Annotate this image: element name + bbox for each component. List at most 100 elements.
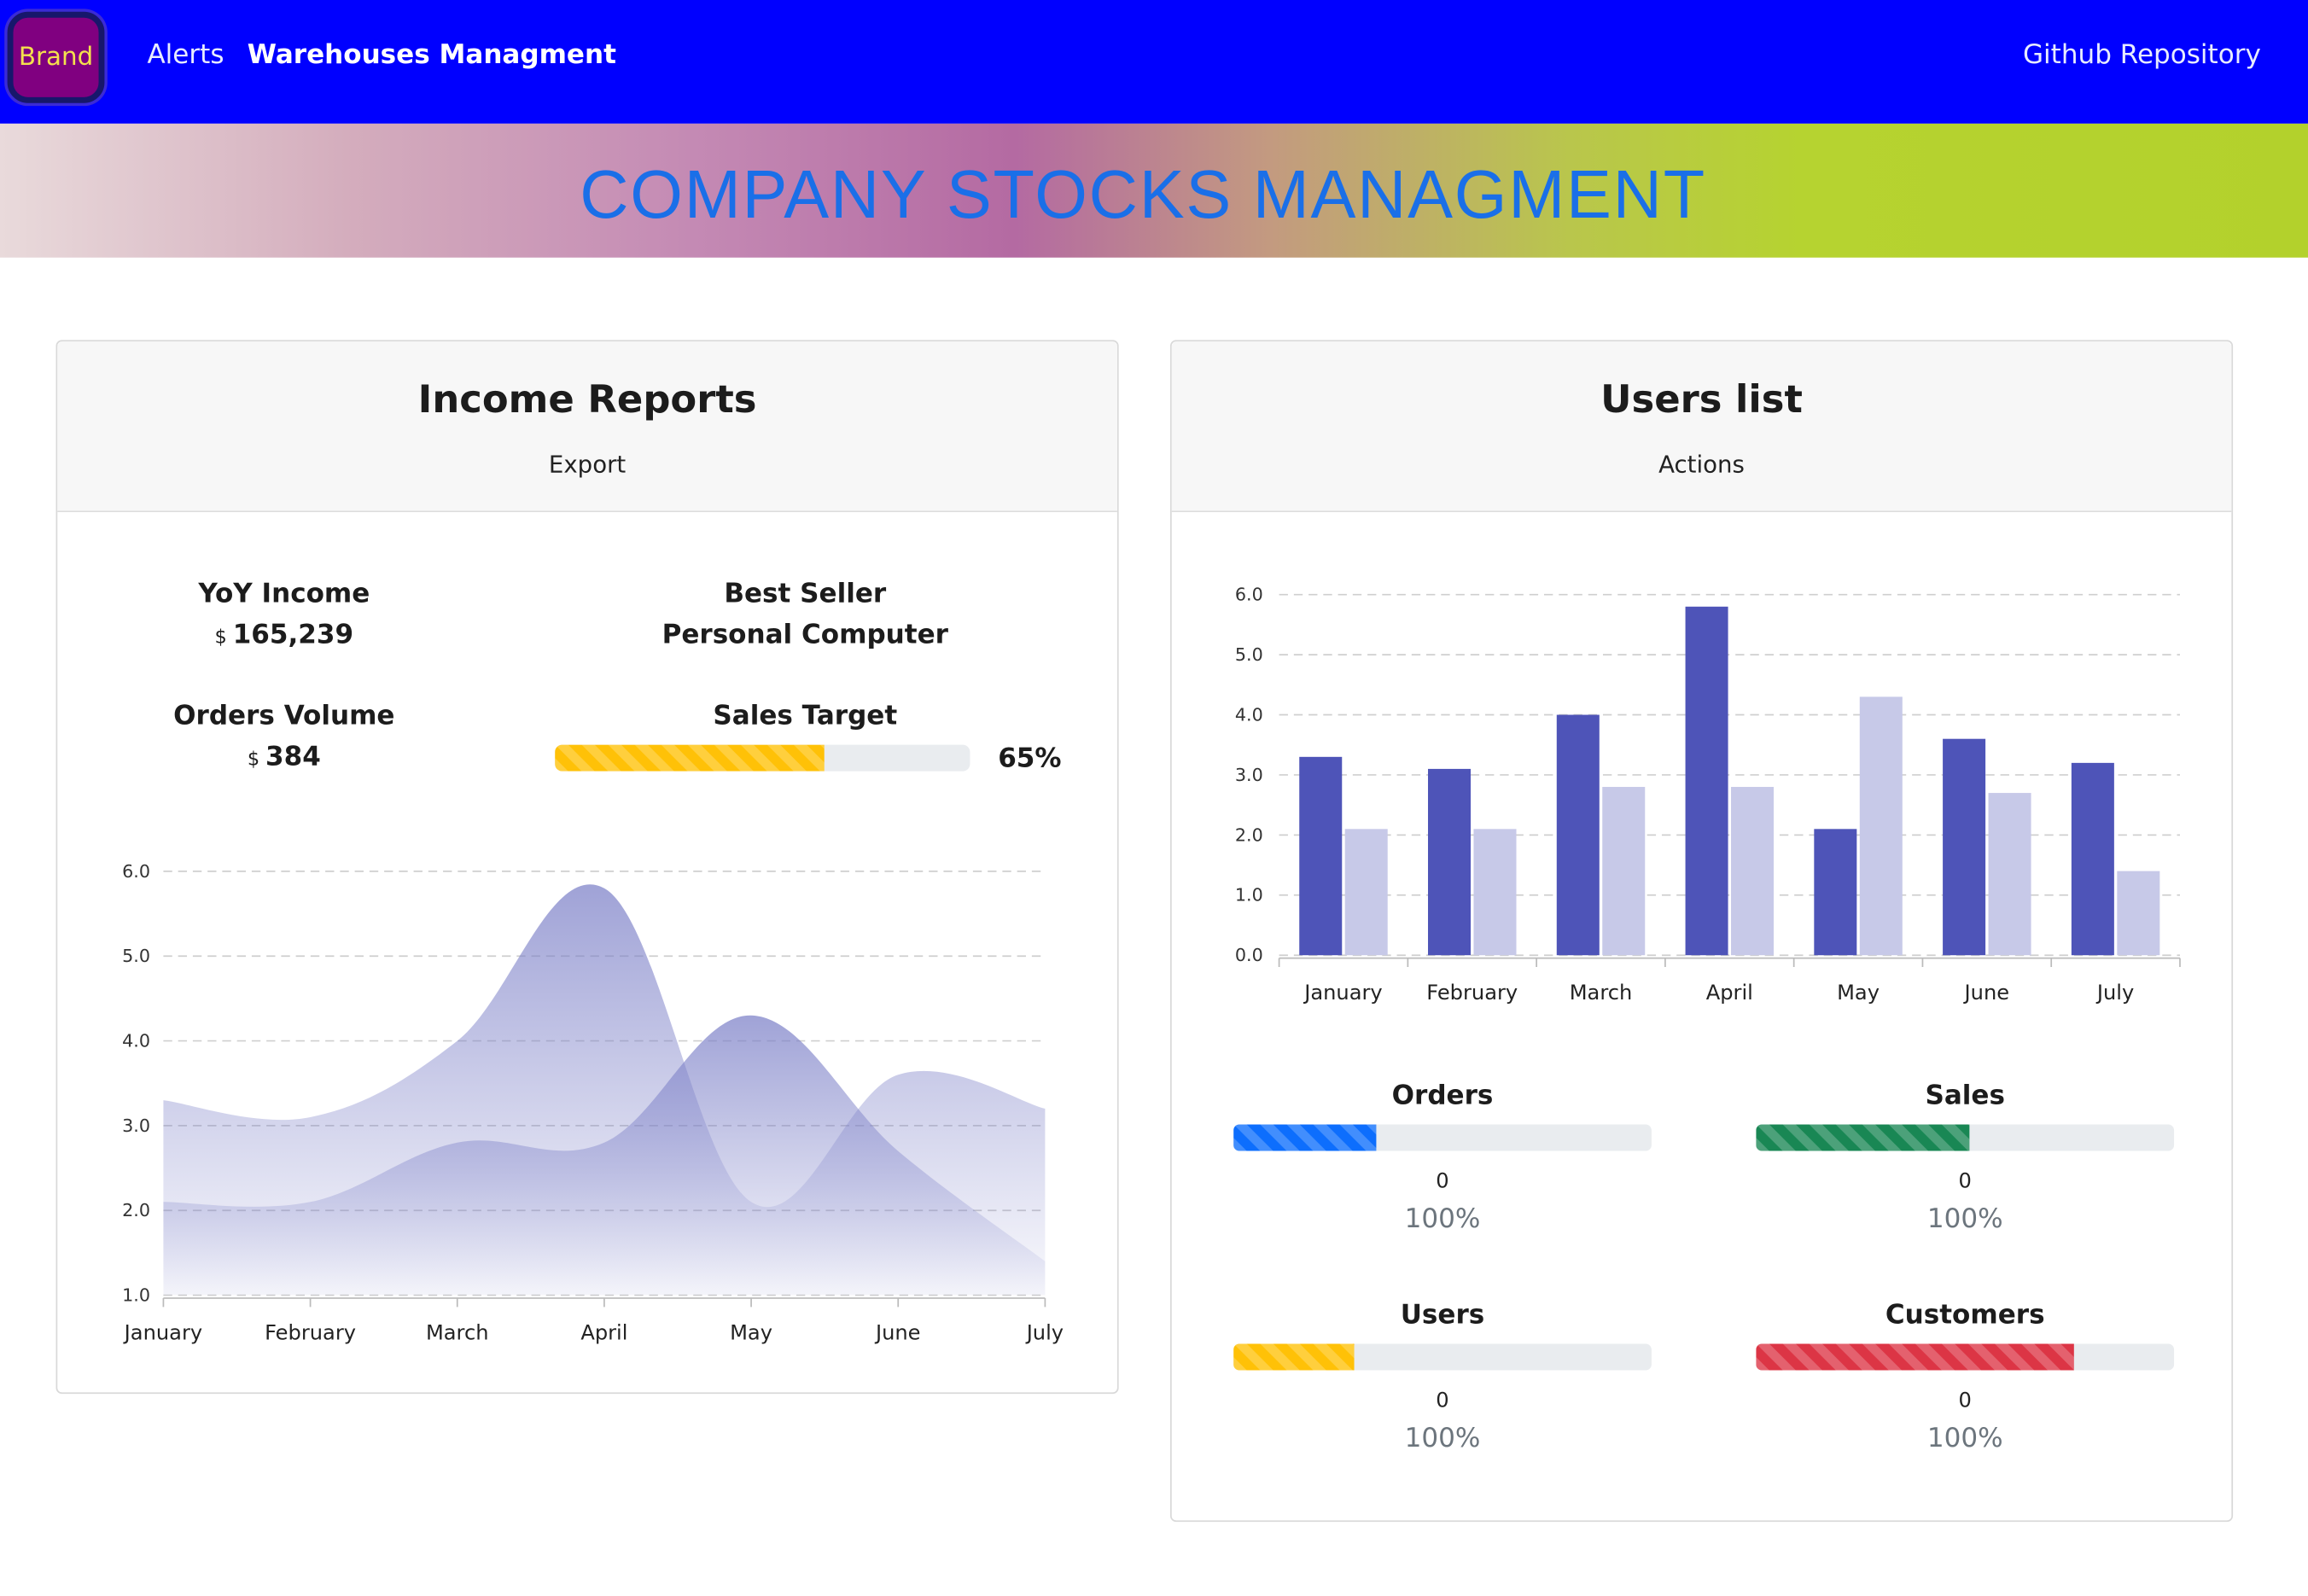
- bar-series-2-june[interactable]: [1988, 793, 2031, 956]
- nav-link-alerts[interactable]: Alerts: [147, 39, 224, 71]
- orders-progress-fill: [1233, 1124, 1376, 1151]
- actions-button[interactable]: Actions: [1658, 450, 1745, 479]
- users-card-title: Users list: [1600, 378, 1803, 422]
- orders-stat: Orders 0 100%: [1233, 1081, 1652, 1237]
- customers-stat: Customers 0 100%: [1756, 1300, 2175, 1456]
- orders-volume-value-row: $384: [63, 742, 504, 777]
- bar-series-2-july[interactable]: [2117, 871, 2160, 956]
- sales-stat: Sales 0 100%: [1756, 1080, 2175, 1237]
- sales-target-progress: [555, 744, 970, 772]
- users-progress-fill: [1233, 1343, 1355, 1371]
- users-stat-percent: 100%: [1404, 1423, 1481, 1454]
- users-progress: [1233, 1343, 1652, 1371]
- orders-stat-label: Orders: [1391, 1080, 1494, 1111]
- bar-series-1-july[interactable]: [2071, 762, 2114, 956]
- bar-y-tick-label: 5.0: [1235, 644, 1263, 665]
- orders-stat-count: 0: [1436, 1169, 1449, 1194]
- bar-series-1-may[interactable]: [1814, 829, 1857, 956]
- bar-x-tick-label: March: [1570, 981, 1633, 1005]
- area-x-tick-label: January: [123, 1320, 202, 1344]
- bar-y-tick-label: 6.0: [1235, 585, 1263, 605]
- area-y-tick-label: 4.0: [122, 1030, 150, 1051]
- banner: COMPANY STOCKS MANAGMENT: [0, 123, 2308, 258]
- bar-series-1-april[interactable]: [1685, 606, 1728, 956]
- users-list-card: Users list Actions 0.0 1.0 2.0 3.0 4.0 5.0 6.0…: [1169, 340, 2234, 1523]
- sales-stat-count: 0: [1958, 1169, 1972, 1194]
- bar-y-tick-label: 1.0: [1235, 885, 1263, 906]
- yoy-income-stat: YoY Income $165,239: [63, 579, 504, 655]
- users-stat: Users 0 100%: [1233, 1300, 1652, 1456]
- bar-chart-grid: [1279, 593, 2180, 957]
- customers-progress-fill: [1756, 1343, 2074, 1371]
- customers-progress: [1756, 1343, 2175, 1371]
- brand-logo[interactable]: Brand: [7, 11, 105, 103]
- area-x-tick-label: April: [580, 1320, 627, 1344]
- area-x-tick-label: July: [1025, 1320, 1064, 1344]
- bar-y-tick-label: 2.0: [1235, 824, 1263, 845]
- sales-stat-label: Sales: [1925, 1080, 2005, 1111]
- bar-series-2-may[interactable]: [1859, 696, 1903, 956]
- sales-progress-fill: [1756, 1124, 1970, 1151]
- bar-y-tick-label: 3.0: [1235, 765, 1263, 785]
- orders-volume-stat: Orders Volume $384: [63, 701, 504, 778]
- area-chart-series: [163, 884, 1046, 1296]
- bar-chart-axis: 0.0 1.0 2.0 3.0 4.0 5.0 6.0 January February Marc…: [1235, 585, 2181, 1005]
- sales-progress: [1756, 1124, 2175, 1151]
- bar-x-tick-label: June: [1963, 981, 2010, 1005]
- sales-target-progress-fill: [555, 744, 825, 772]
- income-card-title: Income Reports: [417, 378, 757, 422]
- users-card-header: Users list Actions: [1171, 341, 2232, 513]
- export-button[interactable]: Export: [548, 450, 627, 479]
- sales-stat-percent: 100%: [1926, 1203, 2003, 1235]
- bar-series-2-january[interactable]: [1344, 829, 1388, 956]
- users-stat-count: 0: [1436, 1389, 1449, 1413]
- bar-series-1-january[interactable]: [1299, 756, 1343, 956]
- yoy-income-value-row: $165,239: [63, 620, 504, 655]
- area-x-tick-label: February: [265, 1320, 356, 1344]
- bar-x-tick-label: May: [1837, 981, 1880, 1005]
- yoy-income-label: YoY Income: [198, 578, 370, 609]
- area-x-tick-label: March: [426, 1320, 489, 1344]
- best-seller-value: Personal Computer: [662, 620, 948, 651]
- currency-symbol: $: [214, 626, 227, 649]
- area-chart-axis: 1.0 2.0 3.0 4.0 5.0 6.0 January February March Ap…: [122, 861, 1064, 1344]
- nav-link-github-repository[interactable]: Github Repository: [2023, 39, 2261, 71]
- sales-target-stat: Sales Target: [585, 701, 1026, 733]
- area-y-tick-label: 5.0: [122, 946, 150, 966]
- area-y-tick-label: 6.0: [122, 861, 150, 882]
- customers-stat-percent: 100%: [1926, 1423, 2003, 1454]
- sales-target-label: Sales Target: [713, 700, 898, 732]
- nav-link-warehouses-managment[interactable]: Warehouses Managment: [247, 39, 616, 71]
- area-y-tick-label: 2.0: [122, 1200, 150, 1220]
- customers-stat-count: 0: [1958, 1389, 1972, 1413]
- users-bar-chart: 0.0 1.0 2.0 3.0 4.0 5.0 6.0 January February Marc…: [1235, 585, 2181, 1005]
- income-card-header: Income Reports Export: [57, 341, 1117, 513]
- area-y-tick-label: 3.0: [122, 1115, 150, 1136]
- bar-chart-series: [1299, 606, 2160, 956]
- currency-symbol: $: [247, 748, 260, 772]
- orders-volume-value: 384: [265, 742, 321, 773]
- best-seller-label: Best Seller: [724, 578, 887, 609]
- area-y-tick-label: 1.0: [122, 1284, 150, 1305]
- orders-volume-label: Orders Volume: [173, 700, 395, 732]
- income-reports-card: Income Reports Export YoY Income $165,23…: [55, 340, 1119, 1395]
- sales-target-percent: 65%: [998, 743, 1062, 775]
- bar-x-tick-label: February: [1426, 981, 1518, 1005]
- bar-series-2-february[interactable]: [1473, 829, 1517, 956]
- yoy-income-value: 165,239: [232, 620, 354, 651]
- bar-series-2-april[interactable]: [1731, 787, 1775, 956]
- area-x-tick-label: May: [730, 1320, 772, 1344]
- bar-y-tick-label: 0.0: [1235, 945, 1263, 965]
- bar-x-tick-label: January: [1303, 981, 1382, 1005]
- area-series-2: [163, 1015, 1046, 1296]
- bar-series-1-february[interactable]: [1428, 768, 1472, 956]
- bar-series-2-march[interactable]: [1602, 787, 1646, 956]
- bar-series-1-march[interactable]: [1556, 714, 1600, 956]
- best-seller-stat: Best Seller Personal Computer: [585, 579, 1026, 652]
- bar-series-1-june[interactable]: [1943, 738, 1986, 956]
- bar-y-tick-label: 4.0: [1235, 704, 1263, 725]
- banner-title: COMPANY STOCKS MANAGMENT: [580, 155, 1706, 233]
- navbar: Brand Alerts Warehouses Managment Github…: [0, 0, 2308, 124]
- bar-x-tick-label: July: [2095, 981, 2134, 1005]
